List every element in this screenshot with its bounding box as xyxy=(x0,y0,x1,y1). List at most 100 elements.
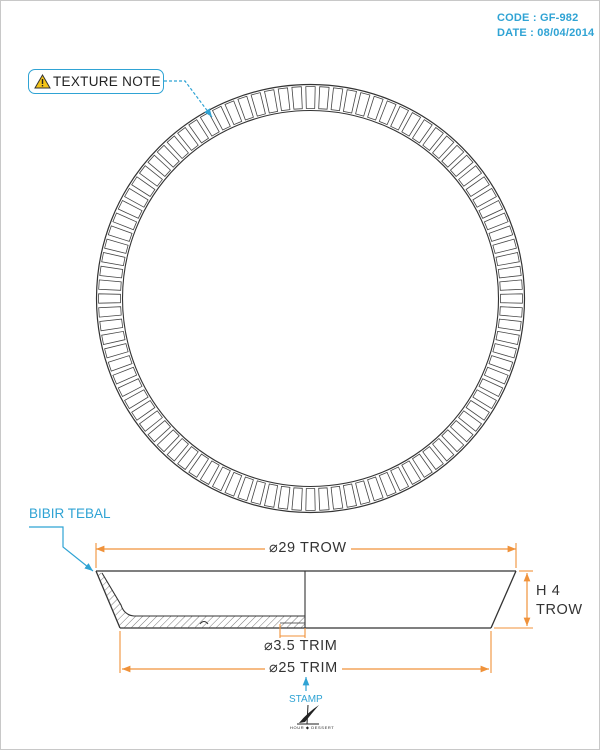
texture-rib xyxy=(492,343,517,359)
texture-rib xyxy=(411,119,433,144)
dim-top-diameter: ⌀29 TROW xyxy=(265,540,351,556)
texture-rib xyxy=(291,487,303,511)
texture-rib xyxy=(166,437,189,462)
texture-rib xyxy=(156,429,180,453)
texture-rib xyxy=(367,95,384,121)
texture-rib xyxy=(101,252,126,267)
texture-rib xyxy=(124,389,149,410)
drawing-date: DATE : 08/04/2014 xyxy=(497,27,595,39)
texture-rib xyxy=(107,225,133,242)
texture-rib xyxy=(330,485,344,510)
texture-rib xyxy=(291,86,303,110)
plate-inner-rim xyxy=(121,109,500,488)
texture-rib xyxy=(497,265,522,279)
texture-rib xyxy=(156,144,180,168)
texture-rib xyxy=(432,135,455,160)
texture-rib xyxy=(104,238,129,254)
texture-rib xyxy=(138,410,163,432)
texture-rib xyxy=(342,89,357,114)
texture-rib xyxy=(211,105,231,131)
texture-rib xyxy=(101,330,126,345)
texture-rib xyxy=(432,437,455,462)
texture-rib xyxy=(305,488,316,511)
texture-rib xyxy=(483,366,509,385)
texture-rib xyxy=(390,466,410,492)
texture-rib xyxy=(237,95,254,121)
drawing-code: CODE : GF-982 xyxy=(497,12,579,24)
texture-rib xyxy=(117,199,143,219)
texture-rib xyxy=(355,480,371,505)
texture-rib xyxy=(465,176,490,198)
plate-outer-rim xyxy=(95,83,526,514)
texture-rib xyxy=(367,476,384,502)
texture-rib xyxy=(237,476,254,502)
section-view xyxy=(95,570,517,629)
texture-rib xyxy=(211,466,231,492)
texture-rib xyxy=(401,112,422,137)
texture-rib xyxy=(104,343,129,359)
stamp-logo-text: HOUR ◆ DESSERT xyxy=(290,725,335,730)
texture-note-callout: TEXTURE NOTE xyxy=(28,69,164,94)
texture-rib xyxy=(166,135,189,160)
texture-rib xyxy=(131,399,156,421)
texture-rib xyxy=(500,293,523,304)
texture-rib xyxy=(318,86,330,110)
texture-rib xyxy=(390,105,410,131)
texture-rib xyxy=(458,165,483,187)
texture-rib xyxy=(472,187,497,208)
texture-rib xyxy=(478,199,504,219)
texture-rib xyxy=(98,293,121,304)
texture-rib xyxy=(98,306,122,318)
texture-rib xyxy=(355,92,371,117)
stamp-label: STAMP xyxy=(289,694,323,705)
texture-rib xyxy=(188,453,210,478)
texture-rib xyxy=(250,92,266,117)
texture-rib xyxy=(495,252,520,267)
texture-rib xyxy=(277,485,291,510)
texture-rib xyxy=(264,483,279,508)
texture-rib xyxy=(147,420,172,443)
texture-note-label: TEXTURE NOTE xyxy=(53,74,161,89)
dim-bottom-trim: ⌀25 TRIM xyxy=(265,660,342,676)
texture-rib xyxy=(177,446,199,471)
dim-height-value: H 4 xyxy=(536,583,561,599)
texture-rib xyxy=(98,279,122,291)
texture-rib xyxy=(488,355,514,372)
texture-rib xyxy=(401,460,422,485)
texture-rib xyxy=(472,389,497,410)
texture-rib xyxy=(422,126,444,151)
texture-rib xyxy=(492,238,517,254)
texture-rib xyxy=(138,165,163,187)
texture-rib xyxy=(250,480,266,505)
texture-rib xyxy=(199,112,220,137)
texture-rib xyxy=(224,100,243,126)
texture-rib xyxy=(188,119,210,144)
texture-rib xyxy=(305,86,316,109)
texture-rib xyxy=(497,318,522,332)
texture-rib xyxy=(441,429,465,453)
stamp-logo-mark xyxy=(297,704,319,725)
texture-rib xyxy=(107,355,133,372)
texture-rib xyxy=(99,265,124,279)
texture-rib xyxy=(411,453,433,478)
texture-rib xyxy=(378,100,397,126)
texture-rib xyxy=(112,212,138,231)
texture-rib xyxy=(458,410,483,432)
texture-rib xyxy=(177,126,199,151)
texture-note-leader xyxy=(164,80,213,118)
texture-rib xyxy=(495,330,520,345)
dim-trim-small: ⌀3.5 TRIM xyxy=(264,638,338,654)
texture-rib xyxy=(199,460,220,485)
texture-rib xyxy=(112,366,138,385)
texture-rib xyxy=(124,187,149,208)
texture-rib xyxy=(478,378,504,398)
texture-rib xyxy=(277,87,291,112)
texture-rib xyxy=(499,279,523,291)
texture-rib xyxy=(422,446,444,471)
texture-rib xyxy=(330,87,344,112)
texture-rib xyxy=(131,176,156,198)
bibir-tebal-leader xyxy=(29,526,94,572)
texture-rib xyxy=(488,225,514,242)
texture-rib xyxy=(342,483,357,508)
texture-rib xyxy=(441,144,465,168)
